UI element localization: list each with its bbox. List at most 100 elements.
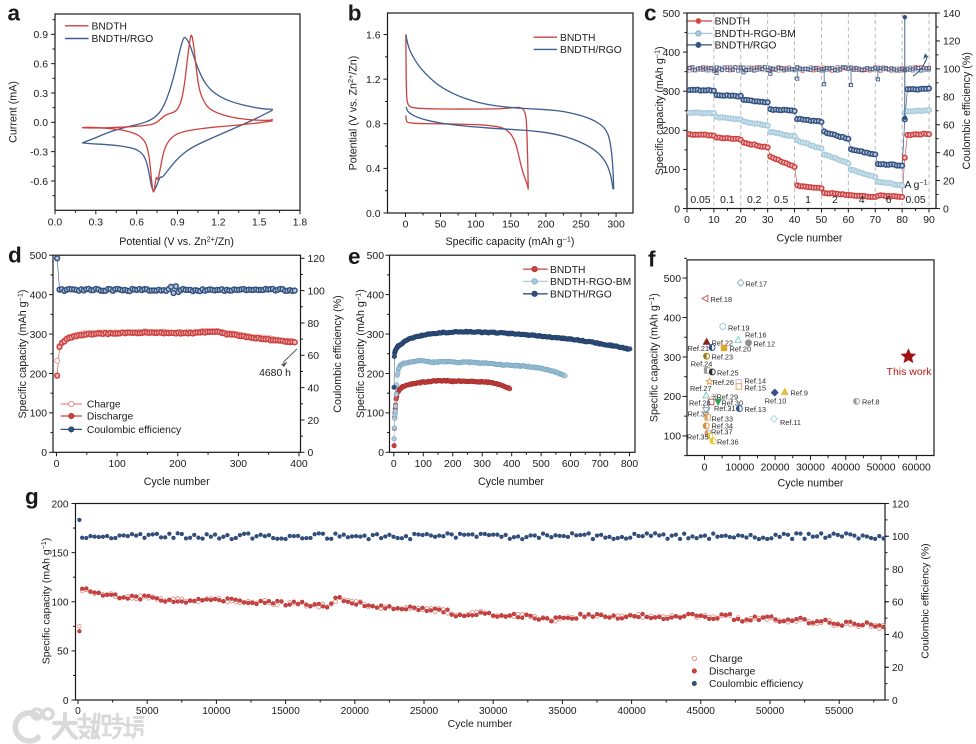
svg-text:400: 400 (663, 48, 681, 59)
svg-text:300: 300 (367, 330, 385, 341)
svg-text:150: 150 (52, 548, 69, 559)
svg-text:15000: 15000 (271, 706, 300, 717)
svg-text:0.0: 0.0 (366, 209, 381, 220)
svg-text:Ref.28: Ref.28 (689, 399, 711, 408)
svg-text:40: 40 (943, 148, 955, 159)
svg-text:a: a (8, 1, 21, 26)
svg-text:20: 20 (892, 663, 904, 674)
svg-text:60: 60 (308, 351, 320, 362)
svg-text:300: 300 (230, 459, 248, 470)
svg-text:Discharge: Discharge (709, 667, 756, 678)
svg-text:150: 150 (502, 220, 520, 231)
svg-text:Coulombic efficiency: Coulombic efficiency (709, 679, 804, 690)
svg-text:2: 2 (832, 195, 838, 206)
svg-text:Ref.21: Ref.21 (688, 344, 710, 353)
svg-text:c: c (644, 1, 657, 26)
svg-text:20: 20 (308, 416, 320, 427)
svg-text:g: g (25, 484, 39, 509)
svg-text:Current (mA): Current (mA) (8, 81, 20, 143)
svg-text:80: 80 (896, 215, 908, 226)
svg-text:0.1: 0.1 (720, 195, 735, 206)
svg-text:0: 0 (308, 448, 314, 459)
svg-text:1.8: 1.8 (293, 218, 308, 229)
svg-text:Coulombic efficiency: Coulombic efficiency (87, 425, 182, 436)
svg-text:1.2: 1.2 (211, 218, 226, 229)
svg-text:50000: 50000 (867, 463, 896, 474)
svg-text:Ref.18: Ref.18 (711, 295, 733, 304)
svg-text:200: 200 (52, 499, 69, 510)
svg-text:Ref.14: Ref.14 (745, 377, 767, 386)
svg-text:40000: 40000 (617, 706, 646, 717)
svg-text:25000: 25000 (410, 706, 439, 717)
svg-text:Discharge: Discharge (87, 412, 134, 423)
svg-text:300: 300 (664, 353, 682, 364)
svg-text:10000: 10000 (725, 463, 754, 474)
svg-text:100: 100 (943, 65, 961, 76)
svg-text:30000: 30000 (796, 463, 825, 474)
svg-text:BNDTH: BNDTH (560, 33, 595, 44)
svg-text:20000: 20000 (341, 706, 370, 717)
svg-text:700: 700 (591, 459, 609, 470)
svg-text:e: e (348, 244, 361, 269)
svg-text:0: 0 (943, 204, 949, 215)
svg-text:300: 300 (30, 330, 48, 341)
svg-text:400: 400 (30, 290, 48, 301)
svg-text:-0.6: -0.6 (30, 177, 48, 188)
svg-text:0: 0 (54, 459, 60, 470)
svg-text:BNDTH/RGO: BNDTH/RGO (560, 45, 622, 56)
svg-text:100: 100 (663, 165, 681, 176)
svg-text:6: 6 (886, 195, 892, 206)
svg-text:5000: 5000 (136, 706, 159, 717)
svg-text:1.5: 1.5 (252, 218, 267, 229)
svg-text:Ref.12: Ref.12 (754, 340, 776, 349)
svg-text:0.9: 0.9 (34, 30, 49, 41)
svg-text:100: 100 (52, 598, 69, 609)
svg-text:Ref.17: Ref.17 (746, 280, 768, 289)
svg-text:Ref.16: Ref.16 (745, 331, 767, 340)
svg-text:BNDTH-RGO-BM: BNDTH-RGO-BM (715, 29, 796, 40)
svg-text:40: 40 (308, 383, 320, 394)
svg-text:Cycle number: Cycle number (144, 476, 210, 488)
svg-text:50: 50 (816, 215, 828, 226)
svg-text:b: b (348, 1, 362, 26)
svg-text:35000: 35000 (548, 706, 577, 717)
svg-text:500: 500 (532, 459, 550, 470)
svg-text:60: 60 (843, 215, 855, 226)
svg-text:200: 200 (664, 392, 682, 403)
svg-text:10: 10 (708, 215, 720, 226)
svg-text:Specific capacity (mAh g−1): Specific capacity (mAh g−1) (16, 290, 30, 419)
svg-text:0.3: 0.3 (34, 89, 49, 100)
svg-text:Ref.35: Ref.35 (687, 433, 709, 442)
svg-text:Ref.29: Ref.29 (717, 393, 739, 402)
svg-text:1: 1 (805, 195, 811, 206)
svg-text:0: 0 (378, 448, 384, 459)
svg-text:0: 0 (702, 463, 708, 474)
svg-text:BNDTH: BNDTH (550, 265, 585, 276)
svg-text:Ref.26: Ref.26 (713, 378, 735, 387)
svg-text:Ref.31: Ref.31 (714, 404, 736, 413)
svg-text:Charge: Charge (709, 654, 743, 665)
svg-text:4680 h: 4680 h (259, 368, 291, 379)
svg-text:Cycle number: Cycle number (478, 476, 544, 488)
svg-text:Ref.10: Ref.10 (765, 397, 787, 406)
svg-text:100: 100 (664, 432, 682, 443)
svg-text:0.05: 0.05 (690, 195, 710, 206)
svg-text:200: 200 (444, 459, 462, 470)
svg-text:30: 30 (762, 215, 774, 226)
svg-text:0.2: 0.2 (747, 195, 762, 206)
svg-text:70: 70 (869, 215, 881, 226)
svg-text:d: d (8, 243, 22, 268)
svg-text:Potential (V vs. Zn2+/Zn): Potential (V vs. Zn2+/Zn) (119, 235, 234, 249)
svg-text:Ref.37: Ref.37 (711, 428, 733, 437)
svg-text:100: 100 (108, 459, 126, 470)
svg-text:BNDTH-RGO-BM: BNDTH-RGO-BM (550, 277, 631, 288)
svg-text:Potential (V vs. Zn2+/Zn): Potential (V vs. Zn2+/Zn) (346, 56, 360, 171)
svg-text:400: 400 (664, 313, 682, 324)
svg-text:80: 80 (308, 319, 320, 330)
svg-text:60000: 60000 (902, 463, 931, 474)
svg-text:30000: 30000 (479, 706, 508, 717)
svg-text:Cycle number: Cycle number (778, 478, 844, 490)
svg-text:100: 100 (467, 220, 485, 231)
svg-text:BNDTH/RGO: BNDTH/RGO (92, 34, 154, 45)
svg-text:250: 250 (572, 220, 590, 231)
